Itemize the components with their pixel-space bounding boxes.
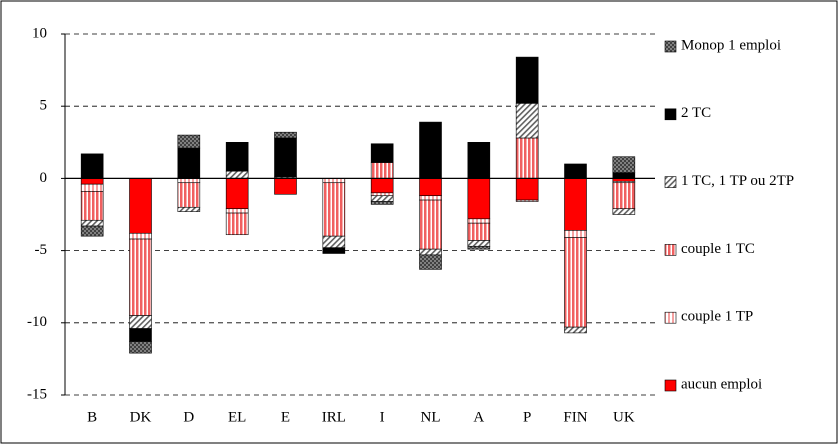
- x-tick-label: EL: [228, 409, 246, 425]
- x-tick-label: NL: [421, 409, 441, 425]
- legend-label: couple 1 TP: [681, 309, 753, 325]
- bar-segment: [564, 178, 587, 231]
- bar-segment: [129, 341, 152, 354]
- x-tick-label: P: [523, 409, 531, 425]
- bar-segment: [129, 328, 152, 342]
- bar-segment: [225, 178, 249, 210]
- bar-segment: [80, 219, 104, 227]
- x-tick-label: UK: [613, 409, 635, 425]
- bar-segment: [274, 137, 297, 178]
- bar-segment: [322, 182, 346, 237]
- x-tick-label: E: [281, 409, 290, 425]
- bar-segment: [129, 178, 152, 234]
- legend-label: Monop 1 emploi: [681, 37, 781, 53]
- bar-segment: [419, 195, 442, 201]
- bar-segment: [612, 172, 636, 179]
- bar-segment: [225, 142, 249, 172]
- y-tick-label: -15: [27, 386, 47, 402]
- legend-label: couple 1 TC: [681, 241, 755, 257]
- x-tick-label: FIN: [563, 409, 587, 425]
- bar-segment: [419, 178, 442, 197]
- legend-swatch: [664, 176, 677, 188]
- x-tick-label: IRL: [322, 409, 346, 425]
- x-tick-label: B: [87, 409, 97, 425]
- bar-segment: [370, 162, 394, 179]
- bar-segment: [225, 208, 249, 214]
- bar-segment: [612, 182, 636, 210]
- bar-segment: [225, 212, 249, 236]
- y-tick-label: -5: [35, 242, 48, 258]
- bar-segment: [612, 208, 636, 215]
- x-tick-label: D: [183, 409, 194, 425]
- bar-segment: [225, 170, 249, 179]
- bar-segment: [370, 192, 394, 197]
- bar-segment: [515, 56, 539, 104]
- bar-segment: [419, 199, 442, 250]
- bar-segment: [129, 232, 152, 240]
- bar-segment: [467, 178, 491, 220]
- bar-segment: [129, 238, 152, 316]
- legend-swatch: [664, 40, 677, 53]
- bar-segment: [564, 237, 587, 328]
- bar-segment: [177, 206, 201, 212]
- y-tick-label: -10: [27, 314, 47, 330]
- bar-segment: [515, 178, 539, 201]
- bar-segment: [80, 183, 104, 192]
- x-tick-label: DK: [130, 409, 152, 425]
- x-tick-label: A: [473, 409, 484, 425]
- legend-label: 1 TC, 1 TP ou 2TP: [681, 173, 794, 189]
- bar-segment: [370, 178, 394, 194]
- y-tick-label: 0: [40, 170, 48, 186]
- y-tick-label: 10: [32, 25, 47, 41]
- bar-segment: [419, 248, 442, 256]
- bar-segment: [274, 131, 297, 139]
- bar-segment: [177, 134, 201, 149]
- bar-segment: [370, 143, 394, 163]
- bar-segment: [370, 195, 394, 202]
- bar-segment: [322, 178, 346, 184]
- bar-segment: [467, 240, 491, 247]
- bar-segment: [80, 153, 104, 179]
- bar-segment: [177, 178, 201, 184]
- bar-segment: [80, 178, 104, 185]
- legend-label: aucun emploi: [681, 376, 762, 392]
- bar-segment: [467, 245, 491, 250]
- bar-segment: [515, 103, 539, 139]
- legend-swatch: [664, 311, 677, 324]
- bar-segment: [419, 254, 442, 270]
- bar-segment: [564, 230, 587, 238]
- bar-segment: [467, 218, 491, 224]
- bar-segment: [274, 178, 297, 195]
- bar-segment: [129, 315, 152, 329]
- bar-segment: [322, 247, 346, 254]
- bar-segment: [612, 156, 636, 173]
- bar-segment: [564, 163, 587, 179]
- legend-swatch: [664, 108, 677, 121]
- bar-segment: [467, 142, 491, 179]
- legend-swatch: [664, 379, 677, 392]
- bar-segment: [419, 121, 442, 179]
- bar-segment: [322, 235, 346, 249]
- bar-segment: [80, 191, 104, 221]
- legend-swatch: [664, 244, 677, 256]
- bar-segment: [370, 201, 394, 205]
- bar-segment: [177, 147, 201, 179]
- legend-label: 2 TC: [681, 105, 711, 121]
- bar-segment: [80, 225, 104, 237]
- x-tick-label: I: [380, 409, 385, 425]
- bar-segment: [177, 182, 201, 208]
- bar-segment: [564, 326, 587, 334]
- y-tick-label: 5: [40, 98, 48, 114]
- bar-segment: [515, 137, 539, 179]
- bar-segment: [515, 199, 539, 202]
- bar-segment: [467, 222, 491, 241]
